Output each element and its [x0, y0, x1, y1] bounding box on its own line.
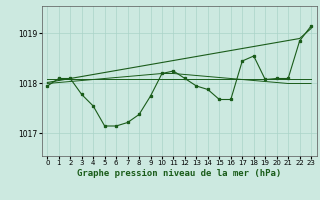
- X-axis label: Graphe pression niveau de la mer (hPa): Graphe pression niveau de la mer (hPa): [77, 169, 281, 178]
